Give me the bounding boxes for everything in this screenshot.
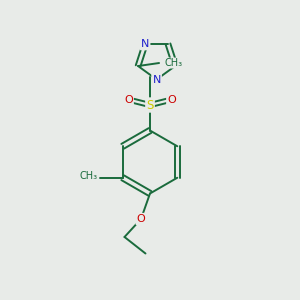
Text: CH₃: CH₃: [164, 58, 183, 68]
Text: CH₃: CH₃: [79, 171, 97, 181]
Text: N: N: [141, 39, 149, 49]
Text: S: S: [146, 98, 154, 112]
Text: O: O: [136, 214, 146, 224]
Text: O: O: [167, 94, 176, 105]
Text: N: N: [152, 74, 161, 85]
Text: O: O: [124, 94, 133, 105]
